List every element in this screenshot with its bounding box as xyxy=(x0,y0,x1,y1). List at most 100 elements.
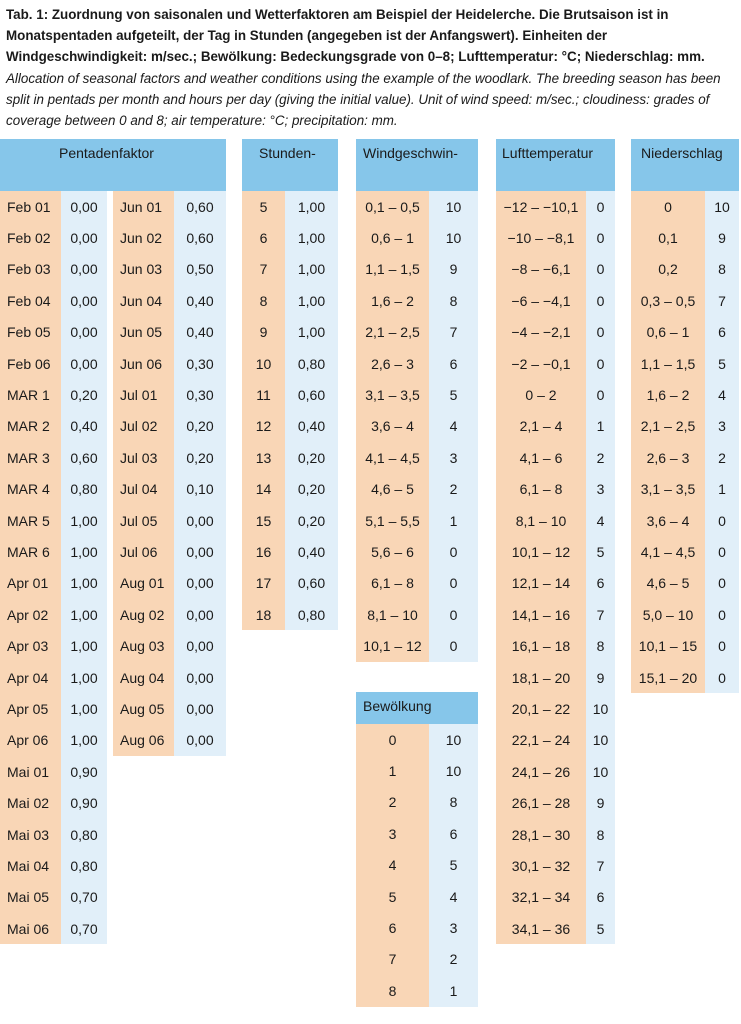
row-key: 7 xyxy=(242,253,285,286)
row-value: 1,00 xyxy=(285,285,338,317)
stunden-header: Stunden- xyxy=(242,139,338,191)
table-row: MAR 4 0,80 xyxy=(0,473,107,505)
row-value: 0,00 xyxy=(61,191,107,223)
row-value: 0,20 xyxy=(285,442,338,474)
table-row: −6 – −4,1 0 xyxy=(496,285,615,317)
wind-header: Windgeschwin- xyxy=(356,139,478,191)
row-value: 1,00 xyxy=(285,222,338,254)
row-key: 5,1 – 5,5 xyxy=(356,504,429,537)
row-value: 0 xyxy=(705,536,739,568)
row-value: 9 xyxy=(705,222,739,254)
row-key: Jun 03 xyxy=(113,253,174,286)
row-value: 9 xyxy=(586,787,615,819)
table-row: Feb 06 0,00 xyxy=(0,347,107,380)
table-row: MAR 6 1,00 xyxy=(0,536,107,568)
table-row: 22,1 – 24 10 xyxy=(496,724,615,757)
table-row: Jul 03 0,20 xyxy=(113,442,226,474)
table-row: Jun 06 0,30 xyxy=(113,347,226,380)
table-row: MAR 5 1,00 xyxy=(0,504,107,537)
table-row: 15 0,20 xyxy=(242,504,338,537)
table-row: Mai 02 0,90 xyxy=(0,787,107,819)
row-key: Aug 05 xyxy=(113,693,174,725)
row-value: 0,30 xyxy=(174,347,226,380)
row-key: Jul 04 xyxy=(113,473,174,505)
table-row: 5 1,00 xyxy=(242,191,338,223)
row-key: 6 xyxy=(242,222,285,254)
row-key: 3,1 – 3,5 xyxy=(631,473,705,505)
table-row: Jun 05 0,40 xyxy=(113,316,226,348)
row-value: 7 xyxy=(705,285,739,317)
row-key: 3 xyxy=(356,818,429,850)
table-row: Aug 04 0,00 xyxy=(113,661,226,694)
row-value: 0,00 xyxy=(174,536,226,568)
table-row: 12 0,40 xyxy=(242,410,338,443)
table-row: 18,1 – 20 9 xyxy=(496,661,615,694)
row-key: 7 xyxy=(356,943,429,976)
table-row: Jun 01 0,60 xyxy=(113,191,226,223)
row-value: 0,00 xyxy=(174,504,226,537)
row-key: Feb 01 xyxy=(0,191,61,223)
row-value: 0,00 xyxy=(61,253,107,286)
row-value: 0,00 xyxy=(174,661,226,694)
table-row: Jul 02 0,20 xyxy=(113,410,226,443)
row-value: 1,00 xyxy=(61,536,107,568)
row-value: 0,00 xyxy=(61,222,107,254)
row-value: 6 xyxy=(429,818,478,850)
table-row: 0,2 8 xyxy=(631,253,739,286)
row-value: 0,00 xyxy=(61,285,107,317)
row-key: 2 xyxy=(356,786,429,819)
row-key: 0 – 2 xyxy=(496,379,586,411)
row-key: Jul 06 xyxy=(113,536,174,568)
row-value: 0,40 xyxy=(174,316,226,348)
table-row: 3,1 – 3,5 1 xyxy=(631,473,739,505)
row-key: 6,1 – 8 xyxy=(496,473,586,505)
row-value: 8 xyxy=(705,253,739,286)
row-key: 0,1 xyxy=(631,222,705,254)
row-value: 0,90 xyxy=(61,756,107,788)
table-row: Mai 01 0,90 xyxy=(0,756,107,788)
row-value: 3 xyxy=(429,442,478,474)
row-value: 1 xyxy=(429,975,478,1007)
row-value: 0 xyxy=(586,379,615,411)
row-value: 1,00 xyxy=(285,316,338,348)
pentaden-header: Pentadenfaktor xyxy=(0,139,226,191)
row-value: 10 xyxy=(705,191,739,223)
table-row: −8 – −6,1 0 xyxy=(496,253,615,286)
row-key: 24,1 – 26 xyxy=(496,756,586,788)
row-value: 0 xyxy=(705,661,739,694)
row-key: 6 xyxy=(356,912,429,944)
row-value: 9 xyxy=(429,253,478,286)
row-key: 17 xyxy=(242,567,285,600)
table-row: Feb 03 0,00 xyxy=(0,253,107,286)
row-value: 0,40 xyxy=(61,410,107,443)
row-value: 5 xyxy=(705,347,739,380)
row-value: 4 xyxy=(429,880,478,913)
table-row: 16,1 – 18 8 xyxy=(496,630,615,662)
row-key: 10,1 – 15 xyxy=(631,630,705,662)
table-row: 14 0,20 xyxy=(242,473,338,505)
table-row: 0,1 – 0,5 10 xyxy=(356,191,478,223)
row-value: 10 xyxy=(429,222,478,254)
row-key: Mai 02 xyxy=(0,787,61,819)
row-key: 26,1 – 28 xyxy=(496,787,586,819)
row-key: 1,1 – 1,5 xyxy=(631,347,705,380)
row-key: Mai 03 xyxy=(0,818,61,851)
row-key: −2 – −0,1 xyxy=(496,347,586,380)
table-row: 10 0,80 xyxy=(242,347,338,380)
table-row: 1,1 – 1,5 9 xyxy=(356,253,478,286)
row-key: 5 xyxy=(356,880,429,913)
bewoelkung-table: 0 10 1 10 2 8 3 6 4 5 5 4 6 3 7 2 8 1 xyxy=(356,724,478,1007)
row-value: 0,00 xyxy=(174,724,226,757)
table-row: 10,1 – 12 0 xyxy=(356,630,478,662)
row-key: 30,1 – 32 xyxy=(496,850,586,882)
row-value: 0,30 xyxy=(174,379,226,411)
row-value: 2 xyxy=(705,442,739,474)
table-row: Apr 06 1,00 xyxy=(0,724,107,757)
